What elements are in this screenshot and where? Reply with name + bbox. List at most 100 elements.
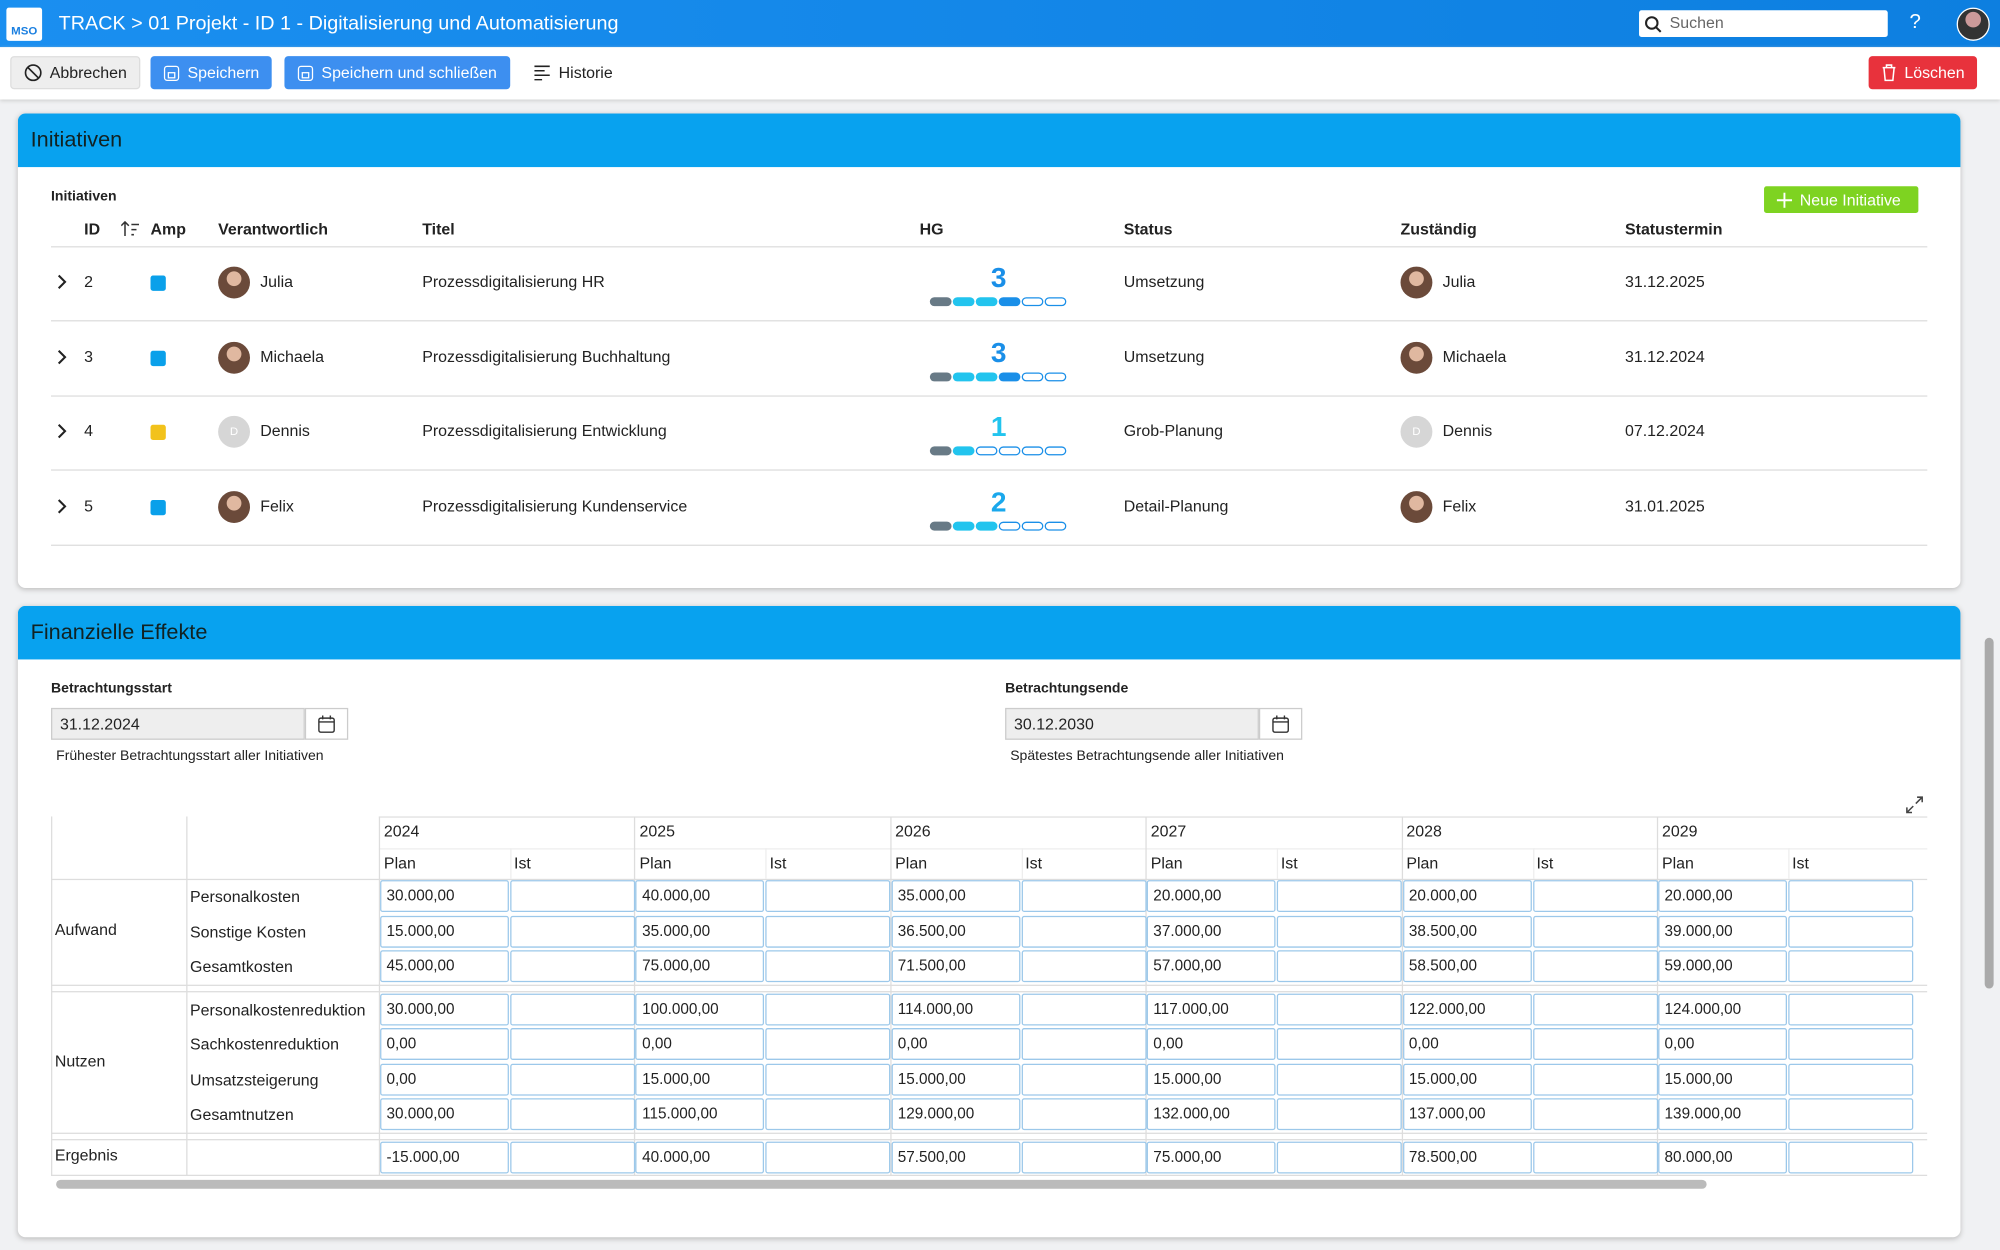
ist-input[interactable] (1277, 1098, 1403, 1131)
plan-input[interactable]: 78.500,00 (1402, 1140, 1532, 1173)
plan-input[interactable]: 15.000,00 (380, 915, 509, 948)
ist-input[interactable] (1277, 1063, 1403, 1096)
plan-input[interactable]: 115.000,00 (635, 1098, 765, 1131)
ist-input[interactable] (1277, 1028, 1403, 1060)
plan-input[interactable]: 20.000,00 (1402, 880, 1532, 912)
plan-input[interactable]: 30.000,00 (380, 880, 509, 912)
ist-input[interactable] (510, 880, 636, 912)
ist-input[interactable] (510, 950, 636, 983)
plan-input[interactable]: 0,00 (380, 1028, 509, 1060)
plan-input[interactable]: 15.000,00 (635, 1063, 765, 1096)
ist-input[interactable] (510, 1028, 636, 1060)
ist-input[interactable] (765, 1063, 891, 1096)
plan-input[interactable]: 0,00 (380, 1063, 509, 1096)
plan-input[interactable]: 100.000,00 (635, 992, 765, 1025)
plan-input[interactable]: 15.000,00 (891, 1063, 1021, 1096)
ist-input[interactable] (510, 1063, 636, 1096)
breadcrumb[interactable]: TRACK > 01 Projekt - ID 1 - Digitalisier… (58, 12, 619, 35)
date-input[interactable]: 30.12.2030 (1005, 707, 1259, 740)
ist-input[interactable] (765, 1140, 891, 1173)
ist-input[interactable] (1021, 1028, 1147, 1060)
plan-input[interactable]: 35.000,00 (891, 880, 1021, 912)
plan-input[interactable]: 59.000,00 (1658, 950, 1787, 983)
plan-input[interactable]: 36.500,00 (891, 915, 1021, 948)
help[interactable]: ? (1909, 11, 1921, 34)
calendar-button[interactable] (304, 707, 349, 740)
ist-input[interactable] (765, 880, 891, 912)
plan-input[interactable]: 124.000,00 (1658, 992, 1787, 1025)
plan-input[interactable]: 0,00 (1146, 1028, 1276, 1060)
ist-input[interactable] (1532, 1028, 1658, 1060)
plan-input[interactable]: 45.000,00 (380, 950, 509, 983)
ist-input[interactable] (1277, 915, 1403, 948)
ist-input[interactable] (1788, 950, 1914, 983)
calendar-button[interactable] (1258, 707, 1303, 740)
ist-input[interactable] (1532, 1098, 1658, 1131)
plan-input[interactable]: 75.000,00 (1146, 1140, 1276, 1173)
ist-input[interactable] (1788, 880, 1914, 912)
ist-input[interactable] (765, 1098, 891, 1131)
expand-toggle[interactable] (56, 422, 69, 444)
plan-input[interactable]: 114.000,00 (891, 992, 1021, 1025)
expand-toggle[interactable] (56, 273, 69, 295)
ist-input[interactable] (510, 1098, 636, 1131)
save-close-button[interactable]: Speichern und schließen (284, 56, 510, 90)
delete-button[interactable]: Löschen (1868, 56, 1978, 90)
plan-input[interactable]: 139.000,00 (1658, 1098, 1787, 1131)
ist-input[interactable] (1277, 992, 1403, 1025)
expand-icon[interactable] (1906, 796, 1924, 814)
logo[interactable]: MSO (6, 7, 43, 41)
ist-input[interactable] (1788, 1028, 1914, 1060)
ist-input[interactable] (510, 1140, 636, 1173)
history-button[interactable]: Historie (520, 56, 625, 89)
plan-input[interactable]: 0,00 (1658, 1028, 1787, 1060)
ist-input[interactable] (1788, 992, 1914, 1025)
plan-input[interactable]: 15.000,00 (1402, 1063, 1532, 1096)
ist-input[interactable] (1788, 1140, 1914, 1173)
ist-input[interactable] (1788, 915, 1914, 948)
ist-input[interactable] (1532, 880, 1658, 912)
plan-input[interactable]: 20.000,00 (1658, 880, 1787, 912)
plan-input[interactable]: 35.000,00 (635, 915, 765, 948)
new-initiative-button[interactable]: Neue Initiative (1764, 186, 1919, 214)
plan-input[interactable]: 40.000,00 (635, 1140, 765, 1173)
ist-input[interactable] (1021, 950, 1147, 983)
ist-input[interactable] (510, 992, 636, 1025)
date-input[interactable]: 31.12.2024 (51, 707, 305, 740)
ist-input[interactable] (1021, 1063, 1147, 1096)
user-avatar[interactable] (1956, 7, 1990, 41)
plan-input[interactable]: 137.000,00 (1402, 1098, 1532, 1131)
plan-input[interactable]: 75.000,00 (635, 950, 765, 983)
plan-input[interactable]: 80.000,00 (1658, 1140, 1787, 1173)
ist-input[interactable] (1021, 880, 1147, 912)
ist-input[interactable] (1788, 1098, 1914, 1131)
ist-input[interactable] (1532, 950, 1658, 983)
ist-input[interactable] (765, 992, 891, 1025)
expand-toggle[interactable] (56, 348, 69, 370)
ist-input[interactable] (1277, 880, 1403, 912)
plan-input[interactable]: 71.500,00 (891, 950, 1021, 983)
ist-input[interactable] (1788, 1063, 1914, 1096)
ist-input[interactable] (510, 915, 636, 948)
plan-input[interactable]: 40.000,00 (635, 880, 765, 912)
plan-input[interactable]: 57.000,00 (1146, 950, 1276, 983)
ist-input[interactable] (1277, 950, 1403, 983)
ist-input[interactable] (1277, 1140, 1403, 1173)
plan-input[interactable]: 20.000,00 (1146, 880, 1276, 912)
search-box[interactable]: Suchen (1639, 10, 1888, 37)
ist-input[interactable] (1532, 915, 1658, 948)
plan-input[interactable]: 0,00 (891, 1028, 1021, 1060)
plan-input[interactable]: 39.000,00 (1658, 915, 1787, 948)
expand-toggle[interactable] (56, 497, 69, 519)
ist-input[interactable] (1532, 992, 1658, 1025)
ist-input[interactable] (1532, 1140, 1658, 1173)
plan-input[interactable]: 30.000,00 (380, 1098, 509, 1131)
ist-input[interactable] (1021, 915, 1147, 948)
cancel-button[interactable]: Abbrechen (10, 56, 141, 90)
scrollbar[interactable] (1984, 637, 1994, 989)
plan-input[interactable]: -15.000,00 (380, 1140, 509, 1173)
plan-input[interactable]: 15.000,00 (1146, 1063, 1276, 1096)
plan-input[interactable]: 58.500,00 (1402, 950, 1532, 983)
ist-input[interactable] (1532, 1063, 1658, 1096)
plan-input[interactable]: 37.000,00 (1146, 915, 1276, 948)
